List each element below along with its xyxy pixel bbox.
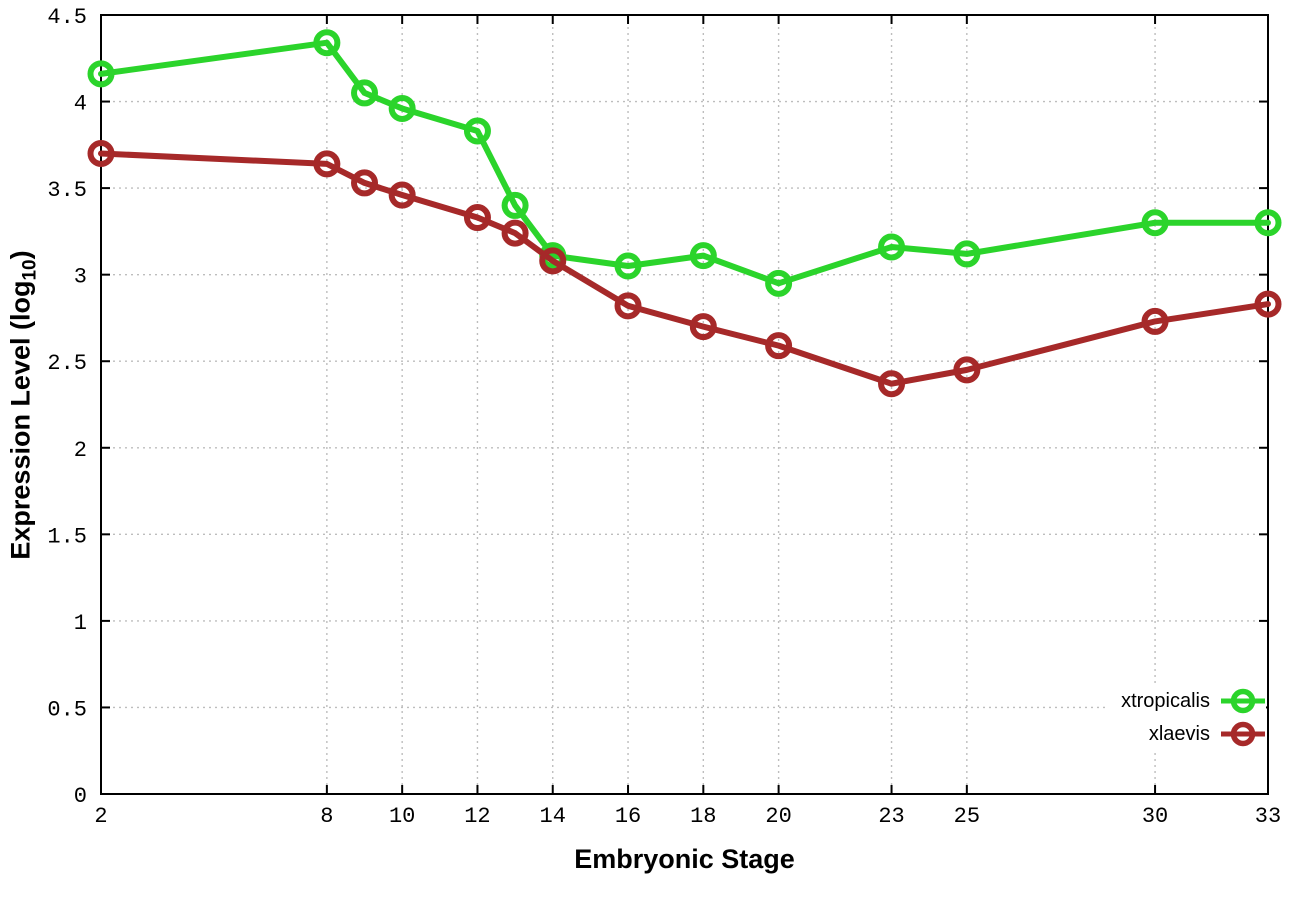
data-point-xtropicalis-stage-12 [463,117,491,145]
x-tick-label-33: 33 [1255,804,1281,829]
x-axis-title: Embryonic Stage [574,844,795,874]
y-axis-title-text: Expression Level (log [6,280,37,560]
data-point-xlaevis-stage-16 [614,292,642,320]
data-point-xtropicalis-stage-16 [614,252,642,280]
data-point-xlaevis-stage-8 [313,150,341,178]
x-tick-label-18: 18 [690,804,716,829]
x-tick-label-30: 30 [1142,804,1168,829]
data-point-xtropicalis-stage-18 [689,242,717,270]
data-point-xtropicalis-stage-30 [1141,209,1169,237]
data-point-xtropicalis-stage-10 [388,94,416,122]
data-point-xlaevis-stage-13 [501,219,529,247]
data-point-xtropicalis-stage-23 [878,233,906,261]
data-point-xtropicalis-stage-8 [313,29,341,57]
y-tick-label-2.5: 2.5 [47,351,87,376]
y-axis-title-wrap: Expression Level (log10) [2,15,46,794]
data-point-xlaevis-stage-18 [689,313,717,341]
y-axis-title-subscript: 10 [20,258,42,281]
legend: xtropicalis xlaevis [1107,683,1266,751]
y-axis-title-suffix: ) [6,249,37,259]
data-point-xlaevis-stage-33 [1254,290,1282,318]
legend-item-xlaevis: xlaevis [1121,718,1266,749]
data-point-xtropicalis-stage-9 [351,79,379,107]
y-axis-title: Expression Level (log10) [6,250,42,559]
x-tick-label-12: 12 [464,804,490,829]
data-point-xlaevis-stage-20 [765,332,793,360]
data-point-xtropicalis-stage-33 [1254,209,1282,237]
x-tick-label-16: 16 [615,804,641,829]
data-point-xlaevis-stage-12 [463,204,491,232]
data-point-xtropicalis-stage-25 [953,240,981,268]
data-point-xlaevis-stage-23 [878,370,906,398]
data-point-xlaevis-stage-9 [351,169,379,197]
y-tick-label-4: 4 [74,92,87,117]
y-tick-label-4.5: 4.5 [47,5,87,30]
x-tick-label-14: 14 [540,804,566,829]
legend-item-xtropicalis: xtropicalis [1121,685,1266,716]
x-tick-label-25: 25 [954,804,980,829]
y-tick-label-0: 0 [74,784,87,809]
data-point-xlaevis-stage-10 [388,181,416,209]
y-tick-label-1.5: 1.5 [47,524,87,549]
x-tick-label-8: 8 [320,804,333,829]
data-point-xlaevis-stage-2 [87,139,115,167]
x-tick-label-20: 20 [765,804,791,829]
x-tick-label-10: 10 [389,804,415,829]
y-tick-label-0.5: 0.5 [47,697,87,722]
y-tick-label-2: 2 [74,438,87,463]
y-tick-label-3.5: 3.5 [47,178,87,203]
data-point-xtropicalis-stage-2 [87,60,115,88]
data-point-xlaevis-stage-30 [1141,307,1169,335]
data-point-xlaevis-stage-25 [953,356,981,384]
legend-label-xlaevis: xlaevis [1148,722,1210,745]
data-point-xtropicalis-stage-13 [501,191,529,219]
y-tick-label-3: 3 [74,265,87,290]
y-tick-label-1: 1 [74,611,87,636]
legend-marker-xtropicalis [1221,688,1265,713]
plot-border [100,14,1269,795]
data-point-xtropicalis-stage-20 [765,269,793,297]
legend-label-xtropicalis: xtropicalis [1121,689,1210,712]
legend-marker-xlaevis [1221,721,1265,746]
x-tick-label-23: 23 [878,804,904,829]
x-tick-label-2: 2 [94,804,107,829]
data-point-xlaevis-stage-14 [539,247,567,275]
